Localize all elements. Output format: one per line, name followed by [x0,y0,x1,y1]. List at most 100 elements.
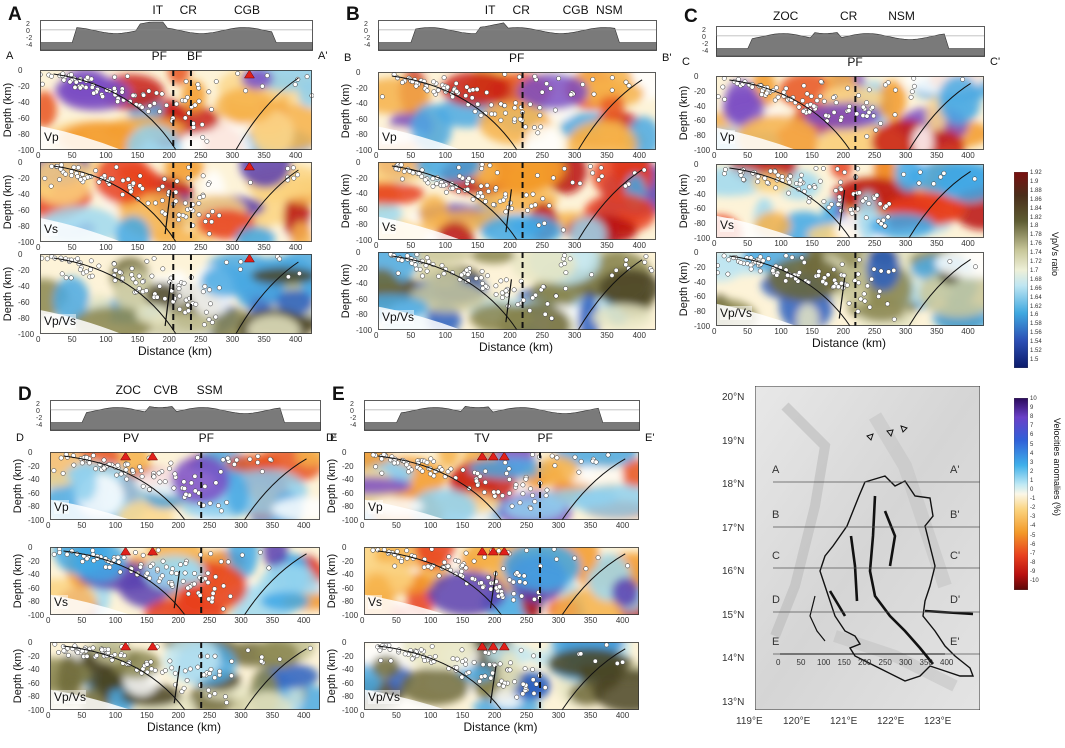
earthquake-marker [162,668,168,673]
earthquake-marker [216,285,222,291]
earthquake-marker [801,260,807,265]
distance-tick: 200 [836,239,850,248]
section-end-label: C' [990,56,1001,68]
earthquake-marker [220,606,226,612]
depth-tick: -60 [342,488,354,498]
earthquake-marker [493,283,499,289]
earthquake-marker [125,73,130,79]
anomaly-blob [438,452,460,468]
earthquake-marker [414,252,420,257]
topo-tick: -2 [26,35,33,42]
earthquake-marker [72,84,78,90]
earthquake-marker [84,653,90,659]
earthquake-marker [185,591,191,597]
topo-tick: -4 [364,42,371,49]
earthquake-marker [202,283,208,289]
earthquake-marker [757,268,763,274]
earthquake-marker [427,471,433,477]
anomaly-blob [165,561,202,580]
earthquake-marker [391,460,397,466]
topo-label: NSM [595,3,623,17]
earthquake-marker [75,165,81,171]
earthquake-marker [130,92,136,98]
depth-tick: -20 [356,263,368,273]
earthquake-marker [96,179,102,185]
depth-tick: 0 [356,68,361,77]
anomaly-blob [536,455,579,484]
earthquake-marker [205,570,211,576]
earthquake-marker [537,112,543,118]
earthquake-marker [68,72,74,78]
earthquake-marker [156,578,162,584]
anomaly-blob [934,252,984,279]
earthquake-marker [225,559,231,565]
earthquake-marker [264,73,270,79]
distance-tick: 400 [961,327,975,336]
anomaly-blob [511,252,577,284]
earthquake-marker [133,550,138,555]
distance-tick: 400 [632,241,646,250]
earthquake-marker [480,285,486,291]
topo-label: NSM [888,9,915,23]
tomography-section [40,254,312,335]
earthquake-marker [56,649,62,655]
earthquake-marker [404,253,410,259]
distance-tick: 400 [289,151,303,160]
earthquake-marker [716,270,720,276]
earthquake-marker [716,94,721,100]
earthquake-marker [835,201,841,207]
anomaly-blob [40,91,57,128]
earthquake-marker [188,480,194,486]
depth-tick: 0 [18,158,23,167]
distance-tick: 300 [234,711,248,720]
earthquake-marker [495,489,501,495]
earthquake-marker [502,72,508,77]
earthquake-marker [213,480,219,486]
earthquake-marker [503,277,509,283]
earthquake-marker [399,257,405,263]
depth-tick: -60 [28,488,40,498]
earthquake-marker [148,659,154,665]
earthquake-marker [141,92,147,98]
earthquake-marker [446,554,452,560]
earthquake-marker [498,278,504,284]
earthquake-marker [402,651,408,657]
earthquake-marker [605,452,611,458]
earthquake-marker [115,99,121,105]
topo-tick: 2 [26,21,30,28]
distance-tick: 350 [257,243,271,252]
earthquake-marker [177,306,183,312]
distance-tick: 300 [225,243,240,252]
earthquake-marker [786,190,792,196]
fault-label: PF [847,55,863,69]
earthquake-marker [506,476,512,482]
earthquake-marker [846,103,852,109]
earthquake-marker [457,173,462,179]
earthquake-marker [609,87,615,93]
earthquake-marker [464,84,470,90]
topo-tick: -2 [36,415,43,422]
colorbar-vpvs-tick: 1.74 [1030,250,1042,257]
earthquake-marker [216,213,222,218]
row-label: Vs [54,595,69,609]
earthquake-marker [258,658,264,664]
earthquake-marker [833,188,839,194]
distance-tick: 400 [289,335,303,344]
earthquake-marker [484,182,490,188]
earthquake-marker [217,668,223,674]
earthquake-marker [285,274,291,280]
earthquake-marker [209,319,215,325]
earthquake-marker [768,168,773,174]
distance-tick: 350 [583,521,598,530]
earthquake-marker [831,267,837,272]
earthquake-marker [891,316,897,322]
distance-tick: 0 [374,151,379,160]
anomaly-blob [215,88,275,124]
depth-tick: -40 [356,99,368,109]
earthquake-marker [614,660,620,666]
earthquake-marker [518,647,524,653]
slab-outline [243,648,307,711]
earthquake-marker [508,660,513,666]
earthquake-marker [871,113,877,119]
earthquake-marker [208,551,214,557]
